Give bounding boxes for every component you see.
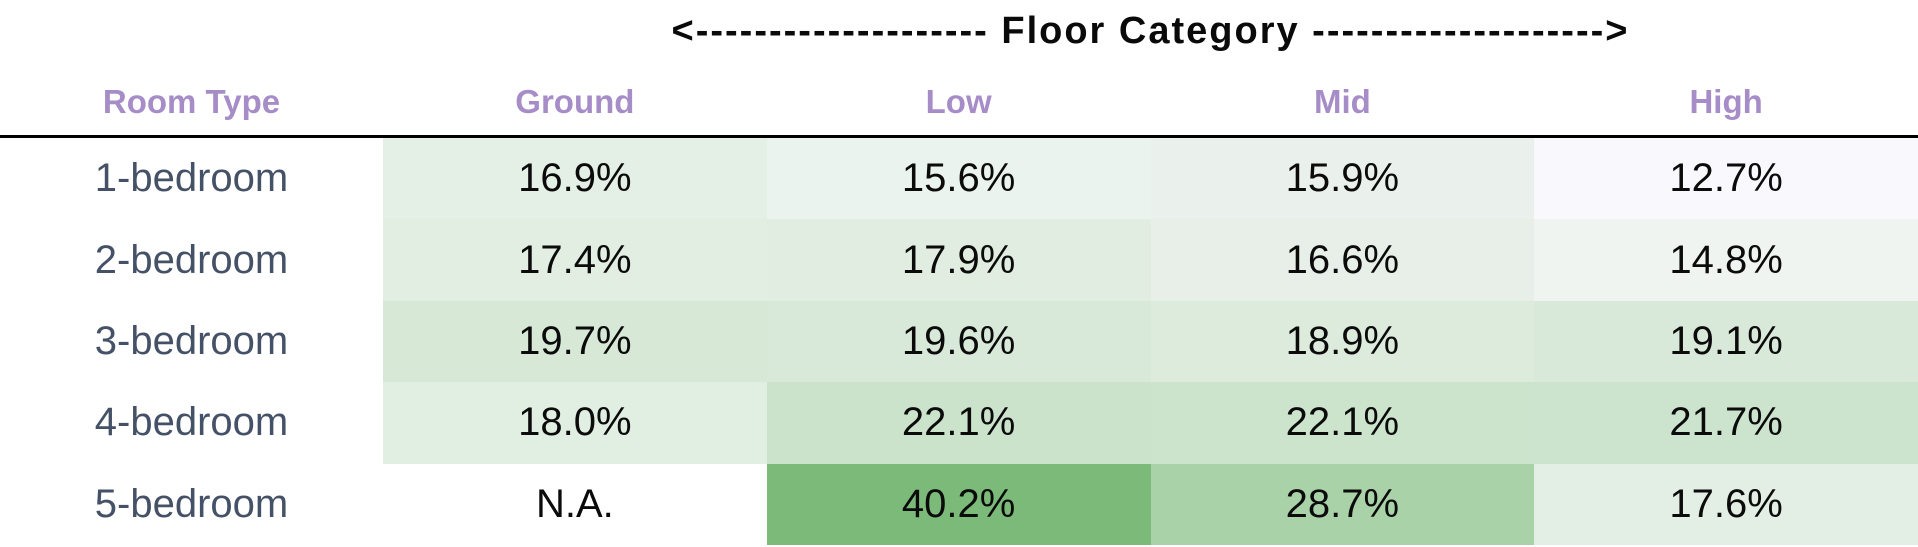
column-header-room-type: Room Type [0,68,383,138]
heatmap-cell-1bed-mid: 15.9% [1150,138,1535,220]
row-label-4-bedroom: 4-bedroom [0,382,383,464]
heatmap-cell-3bed-ground: 19.7% [383,300,767,383]
heatmap-cell-2bed-low: 17.9% [766,219,1151,301]
row-label-3-bedroom: 3-bedroom [0,300,383,383]
heatmap-cell-3bed-low: 19.6% [766,300,1151,383]
row-label-1-bedroom: 1-bedroom [0,138,383,220]
row-label-5-bedroom: 5-bedroom [0,463,383,545]
heatmap-cell-5bed-low: 40.2% [766,463,1151,545]
heatmap-cell-1bed-ground: 16.9% [383,138,767,220]
heatmap-cell-4bed-high: 21.7% [1534,382,1918,464]
heatmap-cell-4bed-low: 22.1% [766,382,1151,464]
heatmap-cell-4bed-ground: 18.0% [383,382,767,464]
heatmap-cell-2bed-ground: 17.4% [383,219,767,301]
floor-category-arrow-title: <-------------------- Floor Category ---… [671,10,1630,52]
floor-category-heatmap-table: Room Type Ground Low Mid High 1-bedroom … [0,68,1918,545]
column-header-ground: Ground [383,68,767,138]
column-header-low: Low [766,68,1151,138]
heatmap-cell-1bed-low: 15.6% [766,138,1151,220]
heatmap-cell-1bed-high: 12.7% [1534,138,1918,220]
heatmap-cell-2bed-high: 14.8% [1534,219,1918,301]
column-header-mid: Mid [1150,68,1535,138]
row-label-2-bedroom: 2-bedroom [0,219,383,301]
heatmap-cell-3bed-mid: 18.9% [1150,300,1535,383]
heatmap-cell-5bed-ground: N.A. [383,463,767,545]
heatmap-cell-4bed-mid: 22.1% [1150,382,1535,464]
heatmap-cell-2bed-mid: 16.6% [1150,219,1535,301]
column-header-high: High [1534,68,1918,138]
heatmap-cell-3bed-high: 19.1% [1534,300,1918,383]
heatmap-cell-5bed-mid: 28.7% [1150,463,1535,545]
heatmap-cell-5bed-high: 17.6% [1534,463,1918,545]
